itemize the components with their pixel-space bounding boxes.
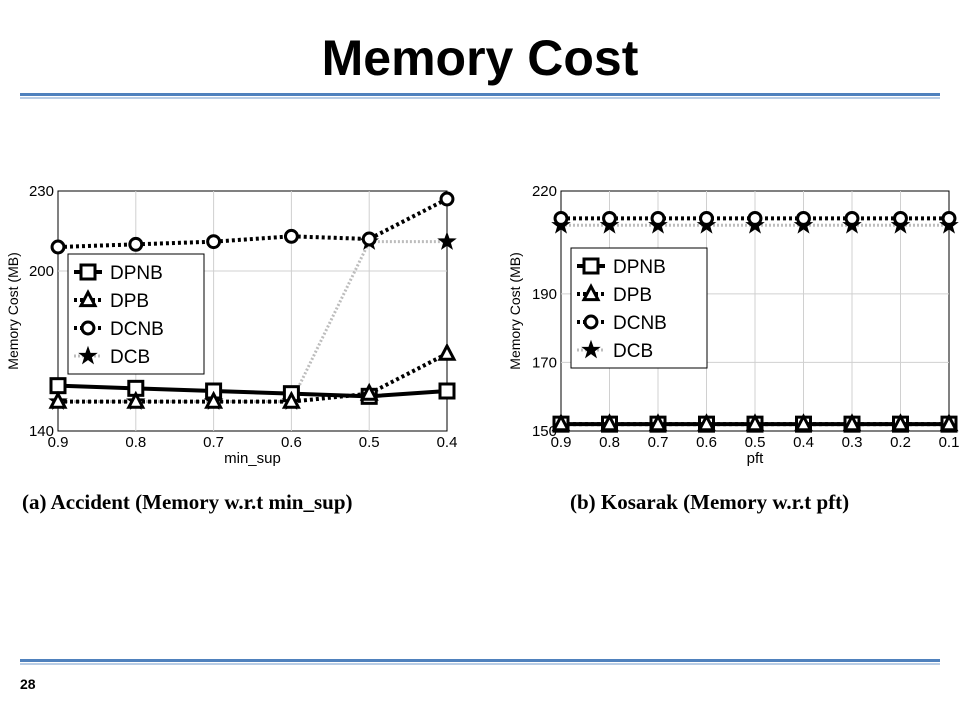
legend-label-dcb: DCB <box>613 341 653 362</box>
x-tick-label: 0.5 <box>359 434 380 451</box>
footer-divider <box>20 659 940 665</box>
x-axis-label: min_sup <box>224 450 281 467</box>
data-point-dpb <box>126 390 146 409</box>
x-tick-label: 0.8 <box>125 434 146 451</box>
legend-label-dcnb: DCNB <box>110 319 164 340</box>
data-point-dpnb <box>49 377 67 395</box>
page-number: 28 <box>20 676 36 692</box>
data-point-dcnb <box>361 231 377 247</box>
data-point-dcnb <box>206 234 222 250</box>
data-point-dpb <box>648 413 668 432</box>
chart-kosarak: 0.9 0.8 0.7 0.6 0.5 0.4 0.3 0.2 0.1 150 170 190 220 p… <box>507 183 959 467</box>
series-dpb <box>48 342 457 409</box>
data-point-dcnb <box>128 236 144 252</box>
series-line-dpnb <box>57 383 448 399</box>
legend-marker-dcb <box>78 345 98 365</box>
data-point-dpb <box>697 413 716 432</box>
series-line-dcnb <box>57 197 448 249</box>
x-tick-label: 0.6 <box>281 434 302 451</box>
x-axis-label: pft <box>747 450 765 467</box>
x-tick-label: 0.8 <box>599 434 620 451</box>
y-tick-label: 190 <box>532 286 557 303</box>
legend-marker-dpnb <box>582 257 600 275</box>
x-tick-label: 0.6 <box>696 434 717 451</box>
data-point-dcb <box>437 231 457 250</box>
data-point-dpb <box>359 382 379 401</box>
y-tick-label: 220 <box>532 183 557 200</box>
data-point-dpb <box>551 413 571 432</box>
x-tick-label: 0.7 <box>203 434 224 451</box>
x-tick-label: 0.7 <box>648 434 669 451</box>
data-point-dcnb <box>796 210 811 226</box>
data-point-dcnb <box>553 210 569 226</box>
caption-kosarak: (b) Kosarak (Memory w.r.t pft) <box>570 490 850 514</box>
slide-title: Memory Cost <box>321 30 639 86</box>
data-point-dpb <box>281 390 301 409</box>
data-point-dpb <box>891 413 910 432</box>
data-point-dcnb <box>283 228 299 244</box>
series-line-dcb <box>58 240 447 404</box>
legend-label-dpnb: DPNB <box>110 263 163 284</box>
x-tick-label: 0.3 <box>842 434 863 451</box>
data-point-dcnb <box>699 210 714 226</box>
series-dcnb <box>50 191 455 255</box>
legend: DPNB DPB DCNB DCB <box>67 253 205 375</box>
data-point-dpnb <box>438 382 456 400</box>
legend-marker-dcb <box>581 339 601 359</box>
legend-label-dpb: DPB <box>110 291 149 312</box>
y-tick-label: 200 <box>29 263 54 280</box>
data-point-dpb <box>204 390 224 409</box>
series-dcnb <box>553 210 957 226</box>
data-point-dpb <box>745 413 765 432</box>
data-point-dcnb <box>439 191 455 207</box>
data-point-dcnb <box>650 210 666 226</box>
data-point-dpb <box>939 413 959 432</box>
legend-marker-dpnb <box>79 263 97 281</box>
legend-label-dcnb: DCNB <box>613 313 667 334</box>
x-tick-label: 0.9 <box>551 434 572 451</box>
y-tick-label: 230 <box>29 183 54 200</box>
legend-marker-dpb <box>78 289 98 308</box>
y-tick-label: 170 <box>532 354 557 371</box>
title-divider <box>20 93 940 99</box>
data-point-dcnb <box>50 239 66 255</box>
legend-label-dpb: DPB <box>613 285 652 306</box>
series-dpnb <box>49 377 456 405</box>
legend-marker-dpb <box>581 283 601 302</box>
legend-marker-dcnb <box>583 314 599 330</box>
data-point-dcnb <box>602 210 617 226</box>
data-point-dpb <box>842 413 862 432</box>
series-line-dpb <box>58 351 448 404</box>
x-tick-label: 0.4 <box>437 434 458 451</box>
x-tick-label: 0.9 <box>48 434 69 451</box>
y-axis-label: Memory Cost (MB) <box>5 252 21 369</box>
legend-label-dcb: DCB <box>110 347 150 368</box>
legend-marker-dcnb <box>80 320 96 336</box>
data-point-dpb <box>437 342 457 361</box>
data-point-dpb <box>48 390 68 409</box>
data-point-dcnb <box>844 210 860 226</box>
x-tick-label: 0.5 <box>745 434 766 451</box>
legend-label-dpnb: DPNB <box>613 257 666 278</box>
y-axis-label: Memory Cost (MB) <box>507 252 523 369</box>
data-point-dcnb <box>747 210 763 226</box>
caption-accident: (a) Accident (Memory w.r.t min_sup) <box>22 490 353 514</box>
x-tick-label: 0.1 <box>939 434 960 451</box>
data-point-dpb <box>794 413 813 432</box>
data-point-dcnb <box>893 210 908 226</box>
series-dpb <box>551 413 959 432</box>
chart-accident: 0.9 0.8 0.7 0.6 0.5 0.4 140 200 230 min_sup Memory… <box>5 183 457 467</box>
x-tick-label: 0.2 <box>890 434 911 451</box>
data-point-dcnb <box>941 210 957 226</box>
y-tick-label: 140 <box>29 423 54 440</box>
x-tick-label: 0.4 <box>793 434 814 451</box>
data-point-dpb <box>600 413 619 432</box>
legend: DPNB DPB DCNB DCB <box>570 247 708 369</box>
y-tick-label: 150 <box>532 423 557 440</box>
